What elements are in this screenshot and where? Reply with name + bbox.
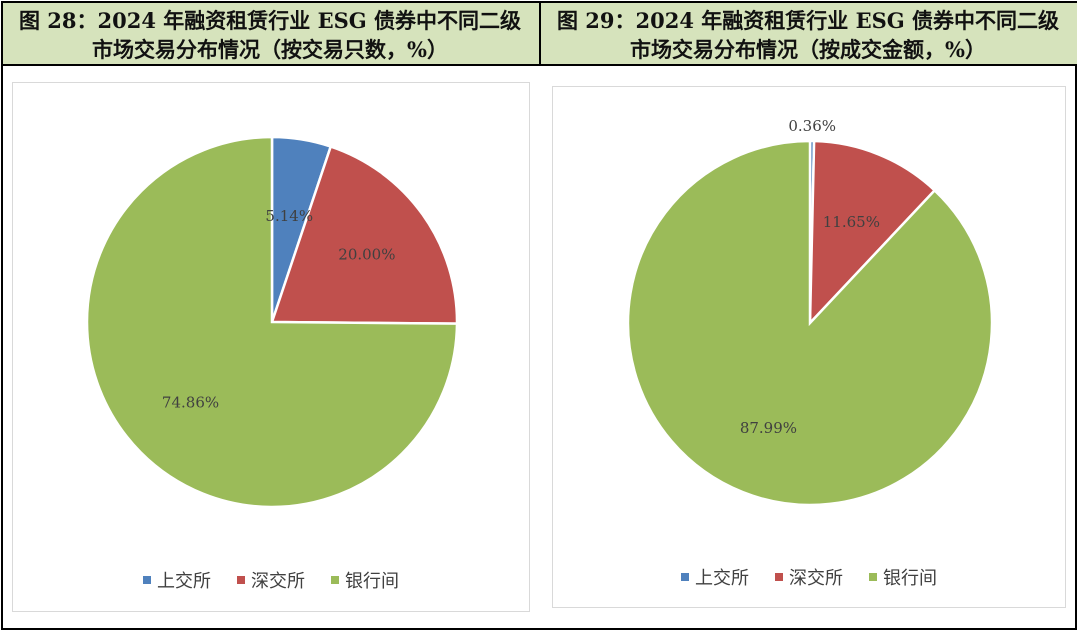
pie-slice-深交所 — [270, 144, 459, 325]
legend-label: 深交所 — [251, 571, 305, 592]
legend-swatch — [237, 576, 245, 584]
legend-swatch — [143, 576, 151, 584]
data-label-银行间: 87.99% — [740, 419, 797, 437]
figure-28-title: 图 28：2024 年融资租赁行业 ESG 债券中不同二级 市场交易分布情况（按… — [5, 6, 535, 64]
legend-label: 银行间 — [883, 568, 937, 589]
pie-chart-trade-amount: 0.36% 11.65% 87.99% — [626, 117, 994, 507]
legend-label: 深交所 — [789, 568, 843, 589]
data-label-深交所: 11.65% — [823, 213, 880, 231]
data-label-上交所: 5.14% — [265, 207, 313, 225]
legend-swatch — [775, 573, 783, 581]
figure-28-title-line1: 图 28：2024 年融资租赁行业 ESG 债券中不同二级 — [18, 8, 522, 33]
data-label-银行间: 74.86% — [162, 394, 219, 412]
legend-item-银行间: 银行间 — [869, 564, 937, 590]
pie-chart-trade-count: 5.14% 20.00% 74.86% — [85, 135, 459, 509]
header-divider — [539, 3, 541, 66]
chart-legend: 上交所 深交所 银行间 — [13, 567, 529, 593]
figure-29-title: 图 29：2024 年融资租赁行业 ESG 债券中不同二级 市场交易分布情况（按… — [543, 6, 1073, 64]
legend-item-银行间: 银行间 — [331, 567, 399, 593]
pie-chart-panel-trade-amount: 0.36% 11.65% 87.99% 上交所 深交所 银行间 — [552, 86, 1066, 608]
legend-item-深交所: 深交所 — [237, 567, 305, 593]
data-label-上交所: 0.36% — [788, 117, 836, 135]
chart-legend: 上交所 深交所 银行间 — [553, 564, 1065, 590]
pie-slice-深交所 — [808, 139, 937, 327]
legend-label: 上交所 — [695, 568, 749, 589]
pie-chart-panel-trade-count: 5.14% 20.00% 74.86% 上交所 深交所 银行间 — [12, 82, 530, 612]
legend-item-上交所: 上交所 — [681, 564, 749, 590]
pie-slice-银行间 — [85, 135, 459, 509]
legend-swatch — [331, 576, 339, 584]
legend-swatch — [869, 573, 877, 581]
legend-label: 银行间 — [345, 571, 399, 592]
legend-item-深交所: 深交所 — [775, 564, 843, 590]
data-label-深交所: 20.00% — [338, 245, 395, 263]
figure-28-title-line2: 市场交易分布情况（按交易只数，%） — [92, 37, 448, 62]
pie-slice-银行间 — [626, 139, 994, 507]
legend-label: 上交所 — [157, 571, 211, 592]
legend-item-上交所: 上交所 — [143, 567, 211, 593]
figure-29-title-line1: 图 29：2024 年融资租赁行业 ESG 债券中不同二级 — [556, 8, 1060, 33]
figure-29-title-line2: 市场交易分布情况（按成交金额，%） — [630, 37, 986, 62]
legend-swatch — [681, 573, 689, 581]
